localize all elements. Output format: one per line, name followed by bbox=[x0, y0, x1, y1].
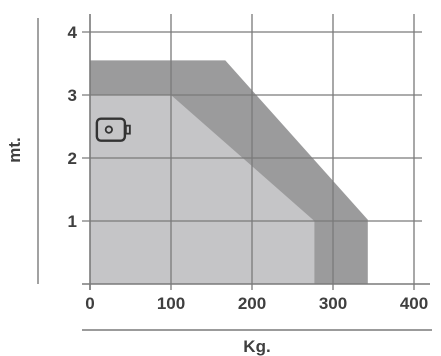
area-series-2 bbox=[90, 95, 315, 284]
y-axis-label: mt. bbox=[5, 137, 24, 163]
y-tick-label-3: 3 bbox=[68, 86, 77, 105]
y-tick-label-4: 4 bbox=[68, 23, 78, 42]
icon-dot bbox=[104, 125, 113, 134]
x-tick-label-300: 300 bbox=[319, 294, 347, 313]
x-tick-label-400: 400 bbox=[400, 294, 428, 313]
y-tick-label-1: 1 bbox=[68, 212, 77, 231]
x-tick-label-100: 100 bbox=[157, 294, 185, 313]
counterweight-icon bbox=[95, 117, 131, 142]
x-tick-label-200: 200 bbox=[238, 294, 266, 313]
y-tick-label-2: 2 bbox=[68, 149, 77, 168]
grid-layer bbox=[82, 14, 422, 284]
axis-frame bbox=[82, 14, 430, 290]
x-tick-label-0: 0 bbox=[85, 294, 94, 313]
area-layer bbox=[90, 60, 368, 285]
tick-labels: 0 100 200 300 400 1 2 3 4 bbox=[68, 23, 429, 313]
icon-body bbox=[95, 117, 127, 142]
x-axis-label: Kg. bbox=[243, 337, 270, 356]
icon-tab bbox=[124, 124, 131, 135]
